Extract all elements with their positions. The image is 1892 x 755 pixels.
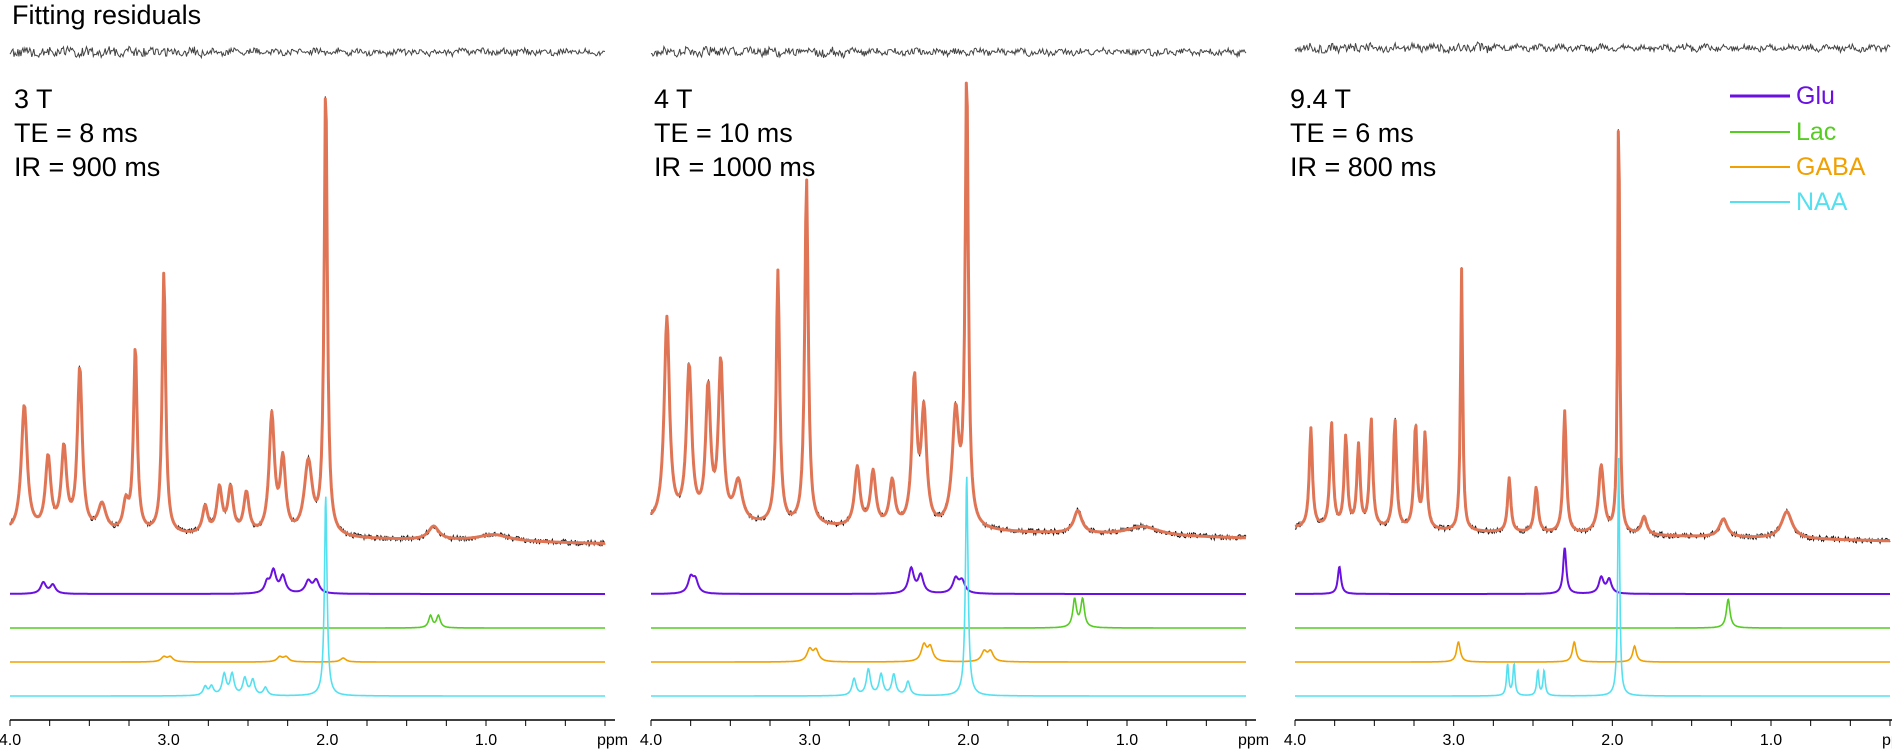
residual-line <box>1294 41 1891 55</box>
x-tick-label: 3.0 <box>1443 732 1465 749</box>
naa-component-line <box>1295 457 1890 697</box>
fit-spectrum-line <box>1294 130 1891 543</box>
x-tick-label: 2.0 <box>1601 732 1623 749</box>
x-axis-unit-label: ppm <box>1882 732 1892 749</box>
param-field-strength: 9.4 T <box>1290 84 1351 114</box>
panel-3t: 3 T TE = 8 ms IR = 900 ms 4.0 3.0 2.0 1.0 pp… <box>0 45 628 749</box>
legend-label-gaba: GABA <box>1796 153 1866 181</box>
param-te: TE = 8 ms <box>14 118 138 148</box>
param-field-strength: 4 T <box>654 84 693 114</box>
glu-component-line <box>651 565 1246 595</box>
lac-component-line <box>651 596 1246 629</box>
legend-label-glu: Glu <box>1796 82 1835 110</box>
naa-component-line <box>10 496 605 697</box>
glu-component-line <box>1295 547 1890 595</box>
panel-9-4t: 9.4 T TE = 6 ms IR = 800 ms 4.0 3.0 2.0 1.0… <box>1284 41 1892 749</box>
glu-component-line <box>10 566 605 595</box>
param-ir: IR = 900 ms <box>14 152 160 182</box>
x-axis-unit-label: ppm <box>1238 732 1269 749</box>
gaba-component-line <box>10 655 605 663</box>
legend: Glu Lac GABA NAA <box>1730 82 1866 216</box>
measured-spectrum-line <box>650 81 1247 542</box>
naa-component-line <box>651 476 1246 697</box>
x-tick-label: 3.0 <box>158 732 180 749</box>
x-tick-label: 3.0 <box>799 732 821 749</box>
param-te: TE = 6 ms <box>1290 118 1414 148</box>
x-tick-label: 1.0 <box>1116 732 1138 749</box>
x-tick-label: 2.0 <box>957 732 979 749</box>
param-te: TE = 10 ms <box>654 118 793 148</box>
x-tick-label: 4.0 <box>0 732 21 749</box>
gaba-component-line <box>1295 640 1890 663</box>
residual-line <box>650 44 1247 60</box>
param-ir: IR = 1000 ms <box>654 152 815 182</box>
x-tick-label: 1.0 <box>475 732 497 749</box>
legend-label-naa: NAA <box>1796 188 1848 216</box>
x-tick-label: 4.0 <box>1284 732 1306 749</box>
panel-4t: 4 T TE = 10 ms IR = 1000 ms 4.0 3.0 2.0 1.0… <box>640 44 1269 749</box>
x-tick-label: 4.0 <box>640 732 662 749</box>
param-field-strength: 3 T <box>14 84 53 114</box>
residual-line <box>9 45 606 60</box>
panel-9-4t-params: 9.4 T TE = 6 ms IR = 800 ms <box>1290 84 1436 182</box>
param-ir: IR = 800 ms <box>1290 152 1436 182</box>
panel-4t-params: 4 T TE = 10 ms IR = 1000 ms <box>654 84 815 182</box>
fit-spectrum-line <box>649 81 1247 540</box>
lac-component-line <box>1295 598 1890 629</box>
panel-3t-params: 3 T TE = 8 ms IR = 900 ms <box>14 84 160 182</box>
residuals-title: Fitting residuals <box>12 0 201 30</box>
gaba-component-line <box>651 642 1246 663</box>
x-tick-label: 1.0 <box>1760 732 1782 749</box>
lac-component-line <box>10 613 605 629</box>
x-axis-unit-label: ppm <box>597 732 628 749</box>
x-tick-label: 2.0 <box>316 732 338 749</box>
legend-label-lac: Lac <box>1796 118 1836 146</box>
fit-spectrum-line <box>8 97 606 545</box>
